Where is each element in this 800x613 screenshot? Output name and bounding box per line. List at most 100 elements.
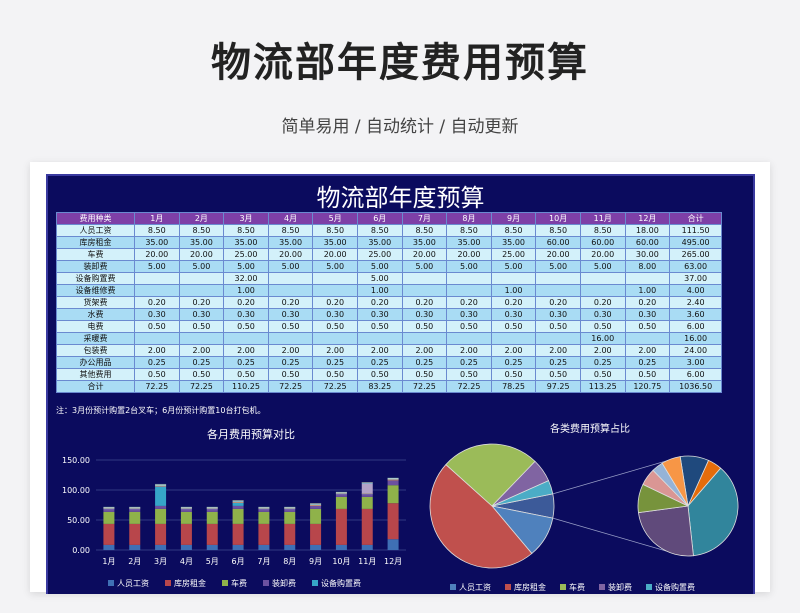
x-tick-label: 10月 <box>332 557 350 566</box>
y-tick-label: 0.00 <box>72 546 90 555</box>
value-cell: 97.25 <box>535 380 581 393</box>
bar-segment <box>232 502 244 506</box>
value-cell: 1036.50 <box>669 380 723 393</box>
value-cell: 5.00 <box>401 260 448 273</box>
bar-segment <box>206 523 218 545</box>
row-label-cell: 库房租金 <box>56 236 135 249</box>
table-row: 库房租金 35.00 35.00 35.00 35.00 35.00 35.00 35.00 3… <box>56 236 723 249</box>
bar-segment <box>258 507 270 509</box>
bar-segment <box>310 505 322 506</box>
value-cell <box>446 332 492 345</box>
value-cell: 110.25 <box>223 380 269 393</box>
column-header: 合计 <box>669 212 723 225</box>
value-cell: 2.00 <box>356 344 403 357</box>
legend-swatch <box>108 580 114 586</box>
value-cell: 2.00 <box>267 344 314 357</box>
value-cell: 78.25 <box>490 380 537 393</box>
bar-segment <box>129 523 141 545</box>
legend-label: 库房租金 <box>514 582 546 592</box>
bar-segment <box>361 482 373 484</box>
value-cell: 495.00 <box>669 236 723 249</box>
value-cell: 0.50 <box>401 320 448 333</box>
column-header: 7月 <box>401 212 448 225</box>
value-cell: 113.25 <box>579 380 626 393</box>
value-cell: 0.20 <box>134 296 180 309</box>
value-cell: 0.20 <box>356 296 403 309</box>
row-label-cell: 包装费 <box>56 344 135 357</box>
bar-segment <box>180 511 192 524</box>
bar-segment <box>258 508 270 512</box>
value-cell: 0.25 <box>401 356 448 369</box>
value-cell: 0.30 <box>356 308 403 321</box>
bar-segment <box>387 485 399 504</box>
value-cell: 1.00 <box>223 284 269 297</box>
bar-segment <box>387 503 399 540</box>
legend-swatch <box>560 584 566 590</box>
value-cell: 0.25 <box>535 356 581 369</box>
legend-swatch <box>450 584 456 590</box>
value-cell: 0.50 <box>535 320 581 333</box>
bar-segment <box>284 544 296 550</box>
value-cell: 0.50 <box>312 320 358 333</box>
bar-segment <box>129 511 141 524</box>
budget-sheet: 物流部年度预算 费用种类 1月 2月 3月 4月 5月 6月 7月 8月 9月 10月 11月 12月合… <box>46 174 755 594</box>
monthly-bar-chart: 各月费用预算对比 0.00 50.00 100.00 150.00 1月 2月 3月 4月 5月 6… <box>62 427 406 588</box>
value-cell: 1.00 <box>490 284 537 297</box>
connector-line <box>552 456 681 495</box>
bar-segment <box>206 544 218 550</box>
value-cell <box>178 284 225 297</box>
value-cell: 35.00 <box>223 236 269 249</box>
value-cell: 0.50 <box>134 320 180 333</box>
value-cell: 3.00 <box>669 356 723 369</box>
value-cell <box>446 272 492 285</box>
value-cell: 0.50 <box>490 368 537 381</box>
value-cell: 5.00 <box>356 260 403 273</box>
budget-table: 费用种类 1月 2月 3月 4月 5月 6月 7月 8月 9月 10月 11月 12月 合计 人员工资 8.… <box>56 212 723 393</box>
bar-segment <box>335 496 347 509</box>
value-cell: 8.50 <box>401 224 448 237</box>
value-cell: 0.25 <box>178 356 225 369</box>
bar-segment <box>361 508 373 545</box>
value-cell: 8.50 <box>356 224 403 237</box>
value-cell: 0.20 <box>267 296 314 309</box>
y-tick-label: 150.00 <box>62 456 90 465</box>
bar-segment <box>232 505 244 509</box>
value-cell: 83.25 <box>356 380 403 393</box>
value-cell <box>490 332 537 345</box>
value-cell: 8.50 <box>490 224 537 237</box>
value-cell: 0.25 <box>356 356 403 369</box>
bar-segment <box>361 493 373 497</box>
bar-segment <box>206 508 218 512</box>
bar-segment <box>284 508 296 512</box>
value-cell: 8.50 <box>267 224 314 237</box>
bar-segment <box>180 544 192 550</box>
value-cell: 8.50 <box>312 224 358 237</box>
value-cell: 0.20 <box>535 296 581 309</box>
bar-segment <box>232 502 244 503</box>
value-cell: 5.00 <box>535 260 581 273</box>
row-label-cell: 合计 <box>56 380 135 393</box>
x-tick-label: 2月 <box>128 557 141 566</box>
value-cell: 0.20 <box>401 296 448 309</box>
value-cell: 72.25 <box>267 380 314 393</box>
value-cell: 5.00 <box>356 272 403 285</box>
value-cell: 0.30 <box>490 308 537 321</box>
value-cell: 35.00 <box>490 236 537 249</box>
value-cell: 8.50 <box>535 224 581 237</box>
value-cell: 16.00 <box>579 332 626 345</box>
x-tick-label: 7月 <box>257 557 270 566</box>
value-cell: 0.50 <box>267 320 314 333</box>
bar-segment <box>129 544 141 550</box>
value-cell: 2.00 <box>490 344 537 357</box>
table-row: 办公用品 0.25 0.25 0.25 0.25 0.25 0.25 0.25 0.25 0.25… <box>56 356 723 369</box>
bar-segment <box>310 505 322 509</box>
row-label-cell: 装卸费 <box>56 260 135 273</box>
value-cell <box>401 272 448 285</box>
legend-label: 车费 <box>569 582 585 592</box>
bar-segment <box>180 507 192 509</box>
table-row: 货架费 0.20 0.20 0.20 0.20 0.20 0.20 0.20 0.20 0.20 0… <box>56 296 723 309</box>
bar-segment <box>103 508 115 512</box>
table-row: 人员工资 8.50 8.50 8.50 8.50 8.50 8.50 8.50 8.50 8.50… <box>56 224 723 237</box>
pie-of-pie-slice <box>637 505 694 557</box>
